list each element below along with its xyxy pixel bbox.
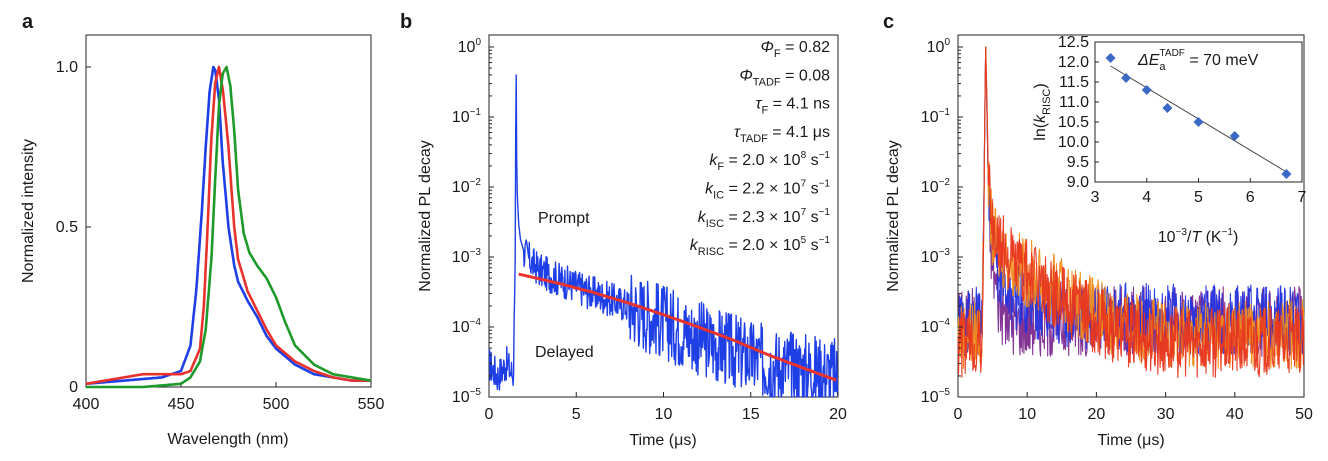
panel-a-ylabel: Normalized intensity: [20, 139, 37, 283]
inset-xtick-label: 5: [1194, 189, 1203, 206]
panel-b-ytick-label: 10−4: [452, 317, 482, 336]
inset-ytick-label: 12.0: [1058, 54, 1089, 71]
panel-c-xtick-label: 30: [1157, 406, 1175, 423]
panel-b-annotation: kF = 2.0 × 108 s−1: [709, 150, 830, 173]
inset-data-point: [1141, 85, 1152, 95]
panel-b-annotation: kRISC = 2.0 × 105 s−1: [690, 235, 831, 258]
panel-c-series-line: [957, 46, 1305, 379]
panel-b-chart: 0 5 10 15 20 100 10−1 10−2 10−3 10−4 10−5 ΦF = 0.8…: [417, 34, 847, 449]
panel-c-ytick-label: 10−2: [921, 177, 951, 196]
inset-data-point: [1281, 169, 1292, 179]
inset-xtick-label: 6: [1246, 189, 1255, 206]
inset-ytick-label: 11.0: [1059, 94, 1089, 111]
panel-c-ytick-label: 10−5: [921, 387, 951, 406]
inset-data-point: [1105, 53, 1116, 63]
panel-a-xtick-label: 400: [73, 396, 100, 413]
panel-a-xlabel: Wavelength (nm): [167, 431, 288, 448]
prompt-label: Prompt: [538, 210, 590, 227]
panel-a-chart: 400 450 500 550 0 0.5 1.0 Wavelength (nm) Norm…: [20, 34, 385, 448]
panel-b-ytick-label: 10−1: [452, 107, 482, 126]
panel-a-series-line: [85, 65, 372, 389]
panel-b-xtick-label: 20: [829, 406, 847, 423]
inset-ytick-label: 10.0: [1058, 134, 1089, 151]
panel-c-ytick-label: 10−3: [921, 247, 951, 266]
inset-data-point: [1229, 131, 1240, 141]
panel-b-annotation: ΦF = 0.82: [761, 39, 831, 60]
panel-c-xtick-label: 20: [1088, 406, 1106, 423]
panel-b-ylabel: Normalized PL decay: [417, 140, 434, 291]
inset-xtick-label: 7: [1298, 189, 1307, 206]
panel-c-ytick-label: 10−4: [921, 317, 951, 336]
panel-a-xtick-label: 450: [168, 396, 195, 413]
inset-ytick-label: 9.0: [1067, 174, 1089, 191]
panel-b-ytick-label: 10−2: [452, 177, 482, 196]
panel-b-ytick-label: 10−5: [452, 387, 482, 406]
panel-b-xlabel: Time (μs): [629, 432, 696, 449]
panel-c-xtick-label: 0: [954, 406, 963, 423]
panel-a-frame: [85, 34, 372, 388]
panel-c-ylabel: Normalized PL decay: [885, 140, 902, 291]
inset-data-point: [1193, 117, 1204, 127]
inset-ytick-label: 10.5: [1058, 114, 1089, 131]
panel-a-ytick-label: 0: [69, 379, 78, 396]
panel-c-frame: [957, 34, 1305, 398]
panel-label-c: c: [883, 11, 894, 33]
panel-a-series-line: [85, 65, 372, 386]
delayed-label: Delayed: [535, 344, 594, 361]
panel-c-inset: 3 4 5 6 7 9.0 9.5 10.0 10.5 11.0 11.5 12.0 12.5 ΔEaT…: [1032, 34, 1307, 246]
inset-data-point: [1121, 73, 1132, 83]
panel-c-chart: 0 10 20 30 40 50 100 10−1 10−2 10−3 10−4 10−5 Time …: [885, 34, 1313, 449]
panel-label-a: a: [22, 11, 34, 33]
inset-ytick-label: 9.5: [1067, 154, 1089, 171]
panel-b-annotation: ΦTADF = 0.08: [739, 67, 830, 88]
inset-data-point: [1162, 103, 1173, 113]
panel-b-ytick-label: 100: [458, 37, 482, 56]
panel-a-ytick-label: 1.0: [56, 59, 78, 76]
panel-a-xtick-label: 500: [263, 396, 290, 413]
inset-ytick-label: 12.5: [1058, 34, 1089, 51]
panel-b-series-line: [488, 74, 839, 398]
panel-c-xtick-label: 40: [1226, 406, 1244, 423]
inset-xtick-label: 3: [1091, 189, 1100, 206]
panel-a-ytick-label: 0.5: [56, 219, 78, 236]
panel-b-xtick-label: 5: [572, 406, 581, 423]
panel-c-xtick-label: 10: [1018, 406, 1036, 423]
panel-c-ytick-label: 100: [927, 37, 951, 56]
panel-a-xtick-label: 550: [358, 396, 385, 413]
inset-xlabel: 10−3/T (K−1): [1158, 227, 1239, 246]
panel-a-series-line: [85, 65, 372, 386]
panel-b-annotation: τTADF = 4.1 μs: [734, 124, 830, 145]
inset-ylabel: ln(kRISC): [1032, 83, 1053, 140]
panel-b-xtick-label: 15: [742, 406, 760, 423]
panel-b-xtick-label: 10: [655, 406, 673, 423]
panel-label-b: b: [400, 11, 412, 33]
panel-b-ytick-label: 10−3: [452, 247, 482, 266]
panel-c-ytick-label: 10−1: [921, 107, 951, 126]
inset-ytick-label: 11.5: [1059, 74, 1089, 91]
panel-c-xtick-label: 50: [1295, 406, 1313, 423]
panel-c-xlabel: Time (μs): [1097, 432, 1164, 449]
panel-b-annotation: kIC = 2.2 × 107 s−1: [705, 179, 830, 202]
panel-b-series-line: [518, 272, 837, 382]
inset-annotation: ΔEaTADF = 70 meV: [1137, 48, 1259, 73]
panel-b-annotation: kISC = 2.3 × 107 s−1: [698, 207, 831, 230]
panel-b-annotation: τF = 4.1 ns: [755, 96, 830, 117]
inset-xtick-label: 4: [1142, 189, 1151, 206]
panel-b-xtick-label: 0: [485, 406, 494, 423]
